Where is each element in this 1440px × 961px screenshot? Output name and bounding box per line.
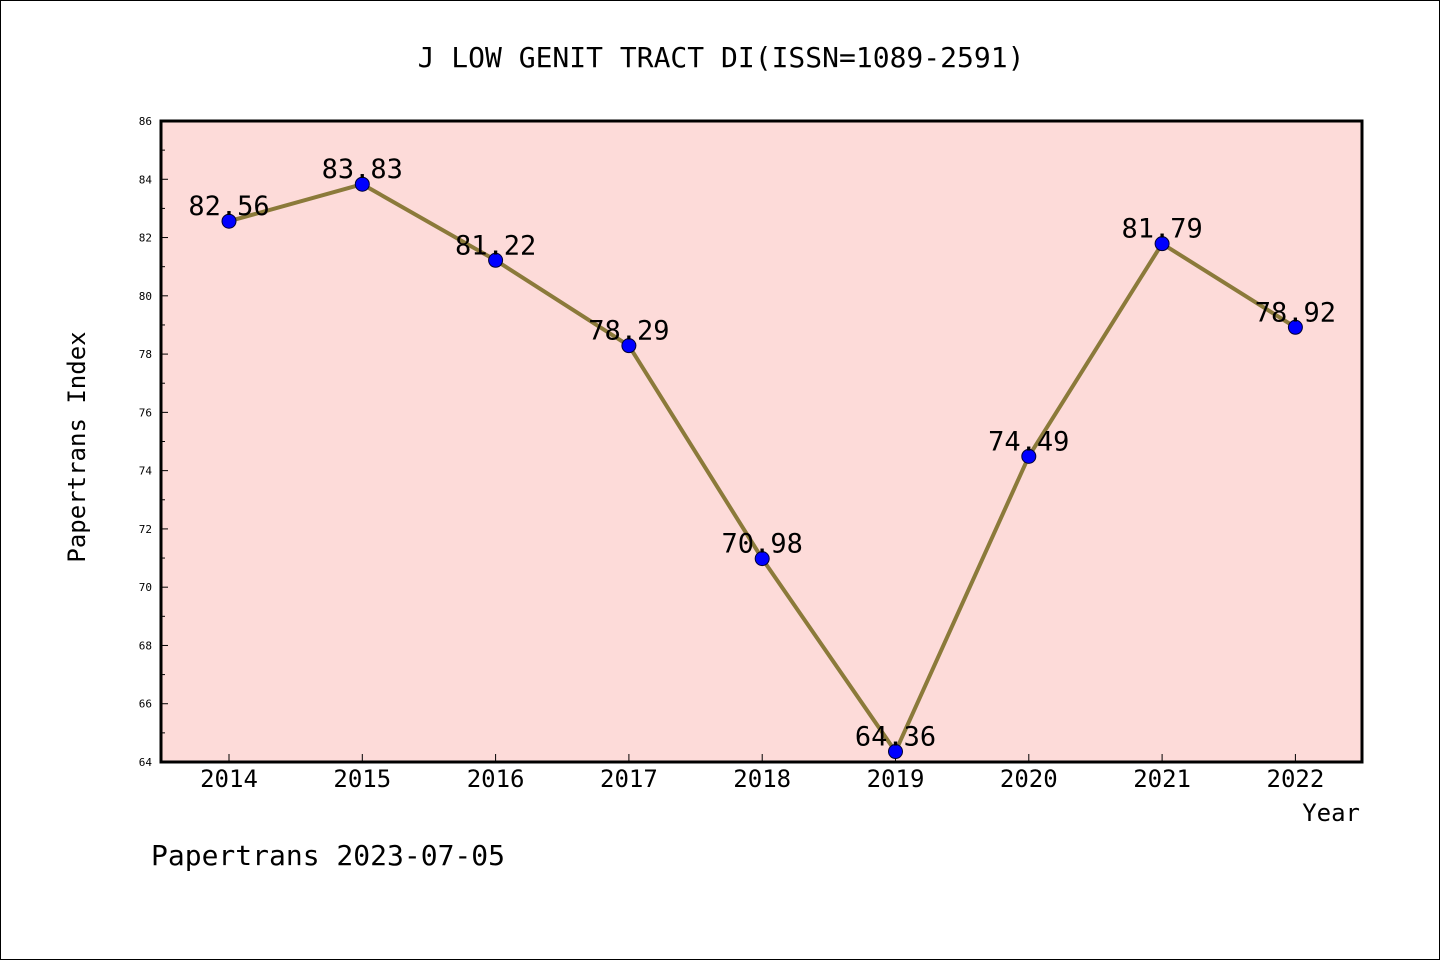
data-point [354, 176, 370, 192]
y-tick-label: 70 [139, 581, 152, 594]
y-axis-label: Papertrans Index [63, 331, 91, 562]
data-label: 82.56 [188, 191, 269, 222]
y-tick-label: 64 [139, 756, 153, 769]
y-tick-label: 86 [139, 115, 152, 128]
data-point [754, 551, 770, 567]
x-tick-label: 2021 [1133, 765, 1191, 793]
data-point [888, 744, 903, 760]
y-axis: 64 66 68 70 72 74 76 78 80 82 84 86 [139, 115, 168, 769]
data-point [221, 213, 237, 229]
x-tick-label: 2019 [867, 765, 925, 793]
plot-area [159, 119, 1364, 764]
chart-title: J LOW GENIT TRACT DI(ISSN=1089-2591) [418, 41, 1025, 74]
y-tick-label: 82 [139, 232, 152, 245]
data-point [1287, 319, 1303, 335]
x-axis-label: Year [1302, 799, 1360, 827]
data-point [1021, 448, 1037, 464]
x-tick-label: 2020 [1000, 765, 1058, 793]
data-markers [221, 176, 1303, 760]
y-tick-label: 68 [139, 639, 152, 652]
x-tick-label: 2016 [467, 765, 525, 793]
data-label: 64.36 [855, 722, 936, 753]
data-label: 83.83 [322, 154, 403, 185]
y-tick-label: 66 [139, 698, 152, 711]
x-axis: 2014 2015 2016 2017 2018 2019 2020 2021 2022 [200, 754, 1324, 793]
data-label: 81.22 [455, 230, 536, 261]
data-point [1154, 236, 1170, 252]
data-label: 81.79 [1121, 214, 1202, 245]
y-tick-label: 78 [139, 348, 152, 361]
data-label: 78.29 [588, 316, 669, 347]
x-tick-label: 2018 [733, 765, 791, 793]
data-labels: 82.56 83.83 81.22 78.29 70.98 64.36 74.49 81.79… [188, 154, 1336, 752]
footer-text: Papertrans 2023-07-05 [151, 839, 505, 872]
x-tick-label: 2022 [1267, 765, 1325, 793]
y-tick-label: 72 [139, 523, 152, 536]
data-point [621, 338, 637, 354]
data-label: 78.92 [1255, 297, 1336, 328]
x-tick-label: 2014 [200, 765, 258, 793]
y-tick-label: 84 [139, 173, 153, 186]
y-tick-label: 74 [139, 465, 153, 478]
data-label: 70.98 [722, 529, 803, 560]
y-tick-label: 80 [139, 290, 152, 303]
x-tick-label: 2017 [600, 765, 658, 793]
y-tick-label: 76 [139, 406, 152, 419]
x-tick-label: 2015 [333, 765, 391, 793]
data-point [488, 252, 504, 268]
data-label: 74.49 [988, 426, 1069, 457]
